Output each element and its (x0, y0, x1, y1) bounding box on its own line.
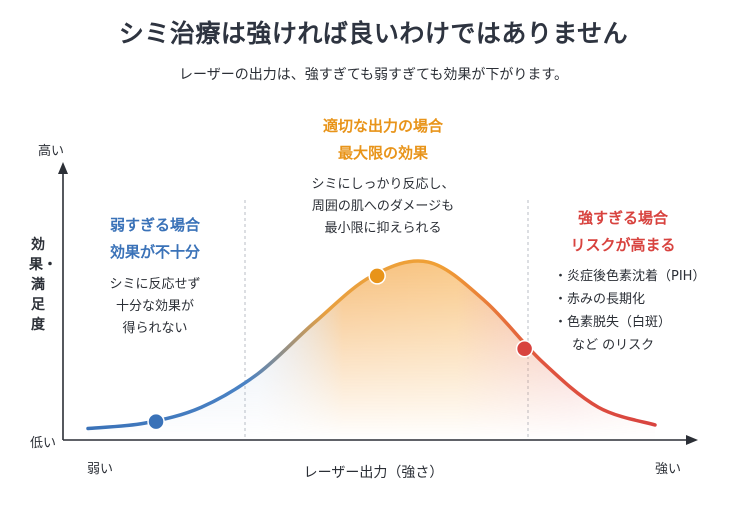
optimal-body-1: シミにしっかり反応し、 (311, 177, 455, 192)
weak-heading-1: 弱すぎる場合 (109, 216, 200, 234)
page-subtitle: レーザーの出力は、強すぎても弱すぎても効果が下がります。 (179, 67, 568, 83)
weak-body-3: 得られない (122, 321, 188, 336)
weak-zone: 弱すぎる場合 効果が不十分 シミに反応せず 十分な効果が 得られない (90, 212, 220, 340)
strong-bullet-2: ・赤みの長期化 (554, 292, 646, 307)
marker-optimal (368, 267, 386, 285)
x-axis-label: レーザー出力（強さ） (303, 465, 444, 481)
weak-body-1: シミに反応せず (109, 277, 201, 292)
optimal-zone: 適切な出力の場合 最大限の効果 シミにしっかり反応し、 周囲の肌へのダメージも … (278, 113, 488, 240)
strong-zone: 強すぎる場合 リスクが高まる ・炎症後色素沈着（PIH） ・赤みの長期化 ・色素… (548, 205, 706, 357)
y-tick-low: 低い (30, 436, 57, 451)
x-tick-low: 弱い (87, 462, 114, 477)
optimal-body-2: 周囲の肌へのダメージも (311, 199, 455, 214)
strong-heading-2: リスクが高まる (570, 236, 676, 254)
optimal-heading-2: 最大限の効果 (337, 144, 428, 162)
marker-weak (147, 412, 165, 431)
strong-bullet-3: ・色素脱失（白斑） (554, 315, 672, 330)
y-tick-high: 高い (38, 144, 65, 159)
optimal-heading-1: 適切な出力の場合 (322, 117, 443, 135)
marker-strong (515, 340, 534, 358)
strong-bullet-1: ・炎症後色素沈着（PIH） (554, 269, 706, 284)
x-axis-arrow (686, 435, 698, 445)
weak-body-2: 十分な効果が (115, 299, 194, 314)
strong-heading-1: 強すぎる場合 (577, 209, 668, 227)
strong-tail: など のリスク (572, 338, 655, 353)
optimal-body-3: 最小限に抑えられる (324, 221, 442, 236)
x-tick-high: 強い (655, 462, 682, 477)
curve-area-fill (88, 260, 655, 440)
y-axis-label: 効果・満足度 (29, 237, 57, 333)
weak-heading-2: 効果が不十分 (109, 243, 200, 261)
y-axis-arrow (58, 162, 68, 174)
page-title: シミ治療は強ければ良いわけではありません (118, 19, 629, 48)
